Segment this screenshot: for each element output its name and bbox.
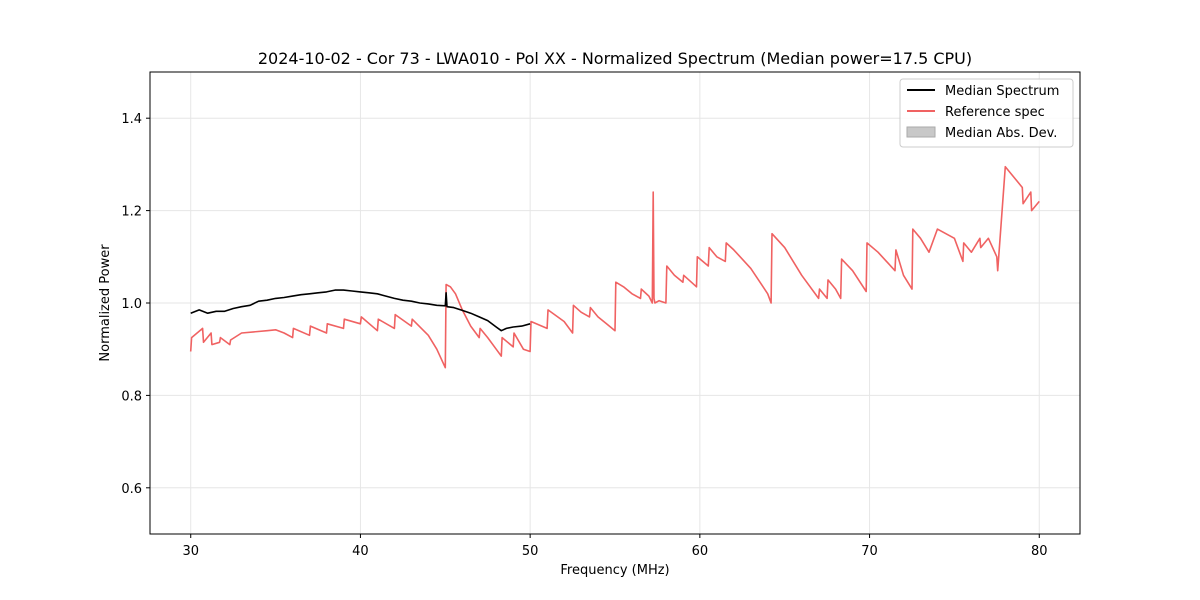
series-line-reference-spec bbox=[189, 165, 1040, 369]
x-axis-label: Frequency (MHz) bbox=[560, 563, 669, 578]
y-tick-label: 0.6 bbox=[121, 482, 142, 497]
y-tick-label: 1.0 bbox=[121, 297, 142, 312]
legend-median-abs-dev-label: Median Abs. Dev. bbox=[945, 126, 1057, 141]
y-tick-label: 1.2 bbox=[121, 205, 142, 220]
y-tick-label: 0.8 bbox=[121, 389, 142, 404]
y-axis-label: Normalized Power bbox=[98, 244, 113, 362]
x-tick-label: 40 bbox=[352, 544, 369, 559]
legend-median-spectrum-label: Median Spectrum bbox=[945, 84, 1059, 99]
legend-box bbox=[899, 78, 1074, 148]
x-tick-label: 60 bbox=[692, 544, 709, 559]
x-tick-label: 50 bbox=[522, 544, 539, 559]
y-tick-label: 1.4 bbox=[121, 112, 142, 127]
legend: Median Spectrum Reference spec Median Ab… bbox=[899, 78, 1074, 148]
chart-title: 2024-10-02 - Cor 73 - LWA010 - Pol XX - … bbox=[258, 49, 972, 68]
x-tick-label: 70 bbox=[861, 544, 878, 559]
x-tick-label: 30 bbox=[182, 544, 199, 559]
series-line-median-spectrum bbox=[190, 289, 531, 332]
legend-median-abs-dev-swatch bbox=[906, 126, 936, 138]
x-tick-label: 80 bbox=[1031, 544, 1048, 559]
plot-series bbox=[189, 165, 1040, 369]
legend-reference-spec-label: Reference spec bbox=[945, 105, 1045, 120]
axis-ticks: 30 40 50 60 70 80 0.6 0.8 1.0 1.2 1.4 bbox=[121, 112, 1047, 559]
